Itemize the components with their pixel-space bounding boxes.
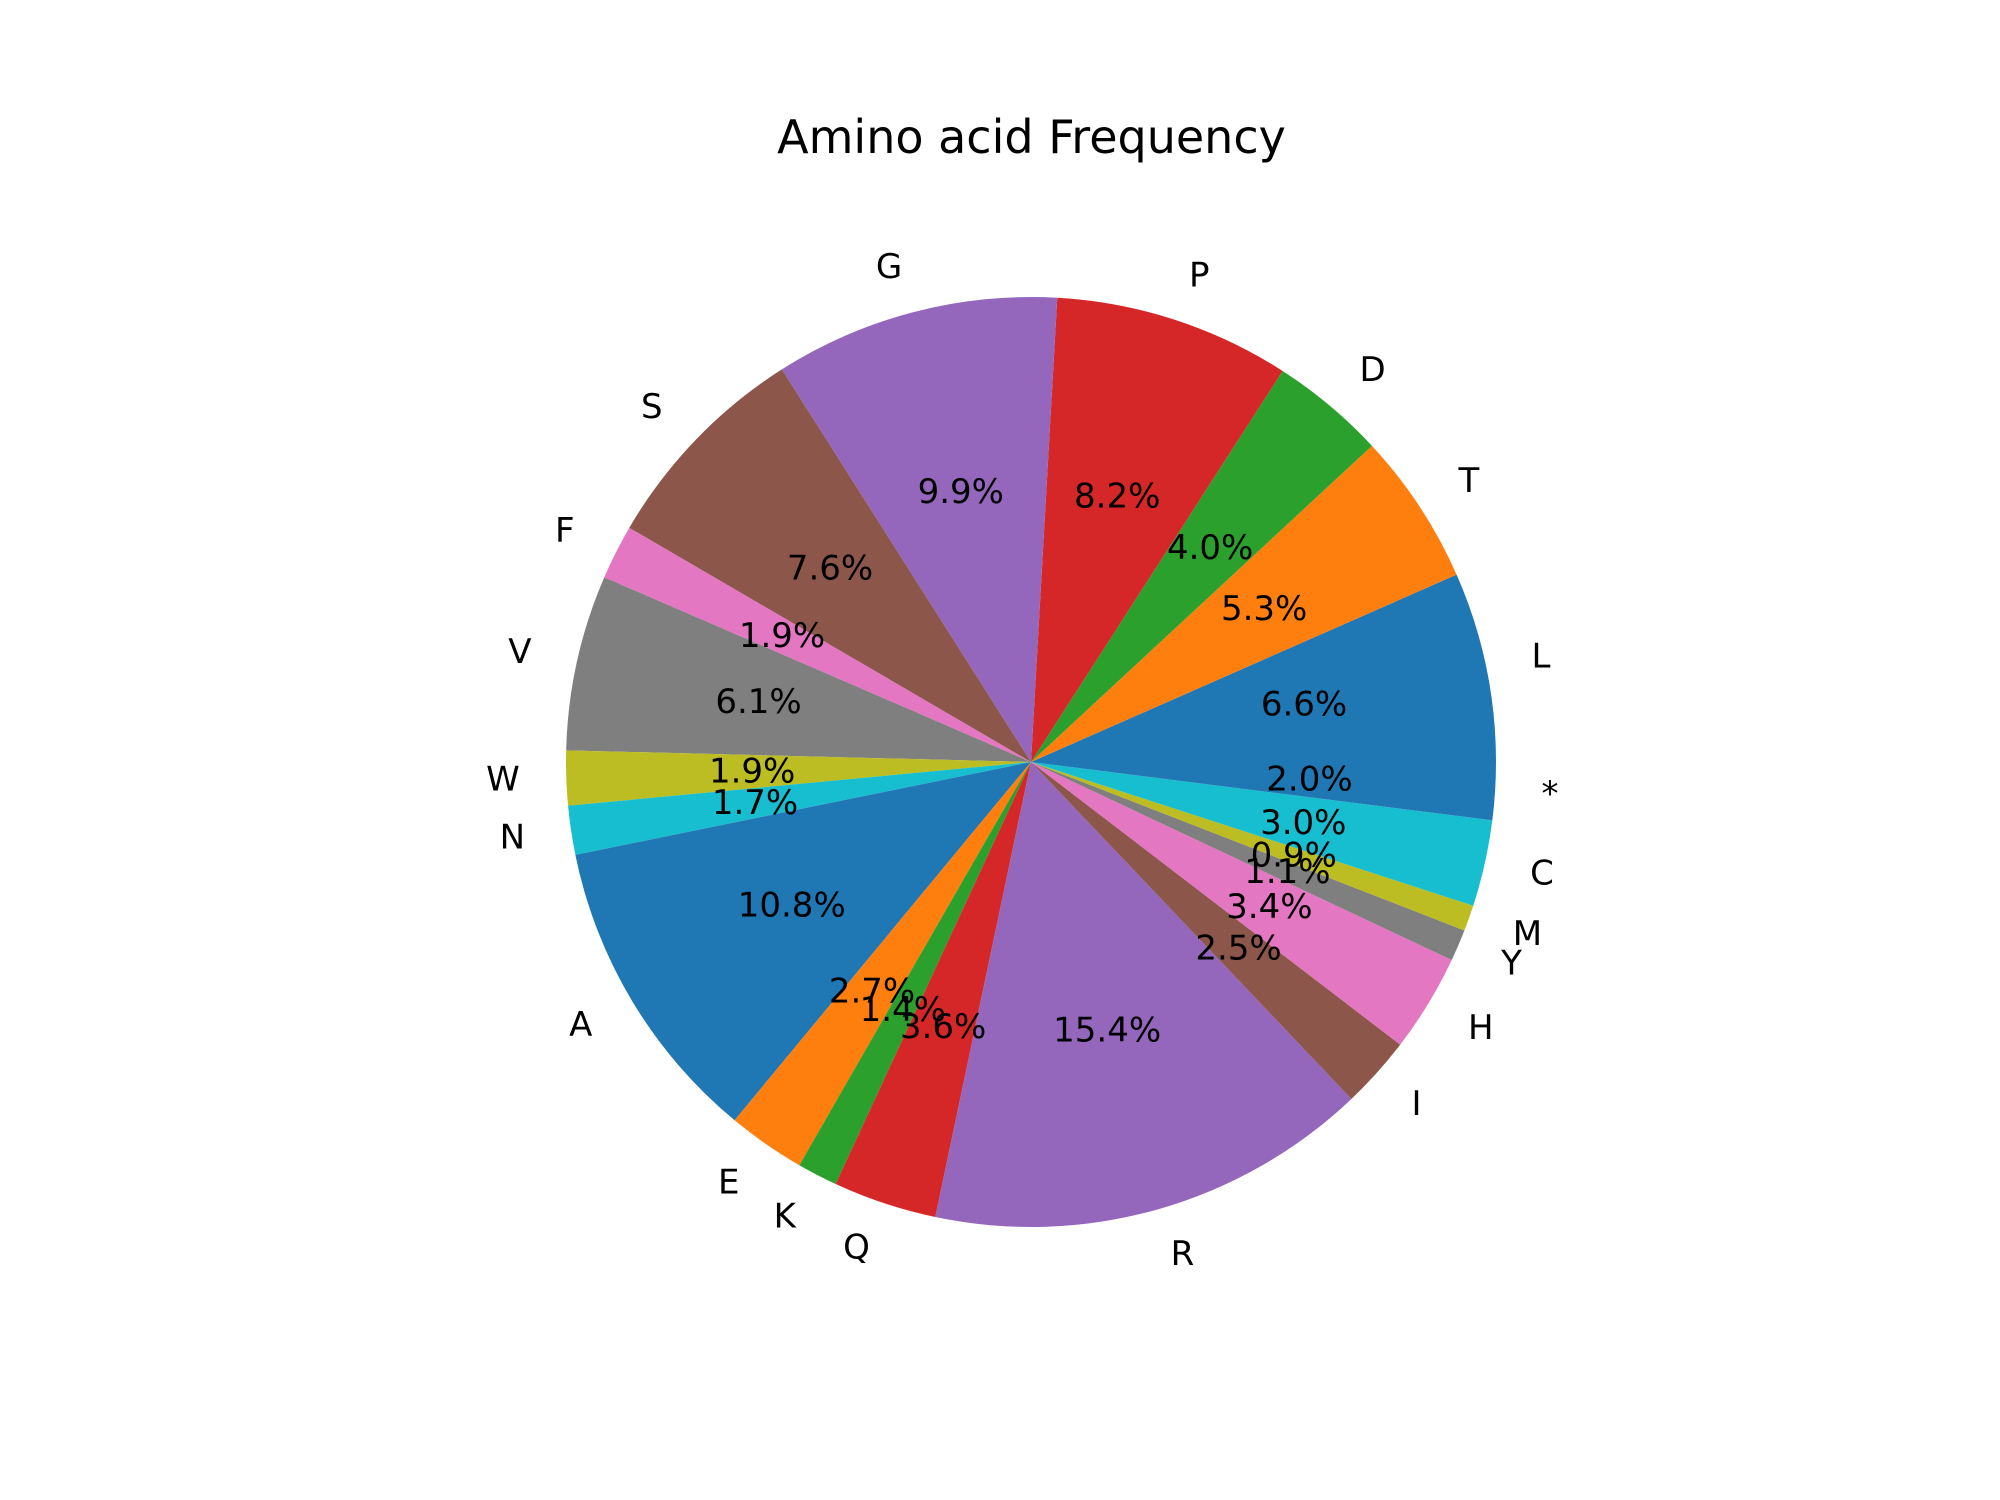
category-label-h: H bbox=[1468, 1008, 1494, 1048]
pct-label-e: 2.7% bbox=[829, 971, 915, 1011]
pie-slice-d bbox=[1031, 370, 1372, 762]
pie-slice-w bbox=[565, 750, 1031, 806]
pct-label-v: 6.1% bbox=[715, 682, 801, 722]
pct-label-k: 1.4% bbox=[860, 990, 946, 1030]
category-label-k: K bbox=[774, 1196, 798, 1236]
pie-slice-k bbox=[799, 762, 1031, 1184]
pie-slice-m bbox=[1031, 762, 1474, 931]
pie-slice-stop bbox=[1031, 762, 1496, 821]
category-label-c: C bbox=[1530, 854, 1554, 894]
pie-slice-c bbox=[1031, 762, 1493, 906]
category-label-q: Q bbox=[843, 1227, 870, 1267]
pct-label-i: 2.5% bbox=[1195, 928, 1281, 968]
pie-slice-s bbox=[629, 369, 1031, 762]
pct-label-m: 0.9% bbox=[1251, 836, 1337, 876]
category-label-r: R bbox=[1171, 1234, 1195, 1274]
pct-label-d: 4.0% bbox=[1167, 528, 1253, 568]
pct-label-t: 5.3% bbox=[1221, 589, 1307, 629]
category-label-e: E bbox=[718, 1162, 739, 1202]
category-label-s: S bbox=[641, 387, 663, 427]
pie-slice-g bbox=[781, 297, 1058, 762]
category-label-y: Y bbox=[1500, 944, 1522, 984]
pie-slices bbox=[565, 297, 1496, 1227]
pie-slice-y bbox=[1031, 762, 1465, 960]
category-label-p: P bbox=[1189, 256, 1210, 296]
pct-label-s: 7.6% bbox=[787, 548, 873, 588]
pct-label-c: 3.0% bbox=[1260, 803, 1346, 843]
category-label-d: D bbox=[1360, 350, 1386, 390]
pct-label-stop: 2.0% bbox=[1266, 760, 1352, 800]
pct-label-y: 1.1% bbox=[1244, 852, 1330, 892]
pct-label-g: 9.9% bbox=[918, 472, 1004, 512]
category-label-i: I bbox=[1411, 1084, 1421, 1124]
pie-slice-n bbox=[568, 762, 1031, 855]
category-label-stop: * bbox=[1541, 774, 1558, 814]
pct-label-p: 8.2% bbox=[1074, 477, 1160, 517]
pie-slice-p bbox=[1031, 297, 1283, 762]
percentage-labels: 6.6%5.3%4.0%8.2%9.9%7.6%1.9%6.1%1.9%1.7%… bbox=[709, 472, 1353, 1050]
pie-slice-h bbox=[1031, 762, 1452, 1045]
pct-label-l: 6.6% bbox=[1261, 685, 1347, 725]
pie-slice-a bbox=[575, 762, 1031, 1121]
pie-slice-i bbox=[1031, 762, 1401, 1099]
pct-label-n: 1.7% bbox=[712, 783, 798, 823]
pie-slice-r bbox=[935, 762, 1352, 1227]
category-label-t: T bbox=[1458, 461, 1480, 501]
pie-slice-f bbox=[604, 527, 1031, 762]
pie-slice-e bbox=[734, 762, 1031, 1166]
pct-label-h: 3.4% bbox=[1226, 887, 1312, 927]
pie-slice-v bbox=[566, 577, 1031, 762]
category-label-l: L bbox=[1532, 637, 1551, 677]
pct-label-r: 15.4% bbox=[1053, 1010, 1161, 1050]
category-label-n: N bbox=[500, 817, 525, 857]
pie-slice-l bbox=[1031, 574, 1496, 762]
pct-label-w: 1.9% bbox=[709, 752, 795, 792]
category-label-a: A bbox=[569, 1005, 592, 1045]
chart-title: Amino acid Frequency bbox=[777, 110, 1286, 164]
category-label-g: G bbox=[876, 247, 902, 287]
pct-label-a: 10.8% bbox=[738, 886, 846, 926]
category-label-v: V bbox=[508, 632, 531, 672]
pct-label-q: 3.6% bbox=[900, 1007, 986, 1047]
category-label-f: F bbox=[555, 511, 575, 551]
category-label-w: W bbox=[486, 760, 520, 800]
pie-slice-t bbox=[1031, 445, 1457, 762]
category-label-m: M bbox=[1513, 914, 1542, 954]
pct-label-f: 1.9% bbox=[739, 616, 825, 656]
pie-slice-q bbox=[835, 762, 1031, 1218]
